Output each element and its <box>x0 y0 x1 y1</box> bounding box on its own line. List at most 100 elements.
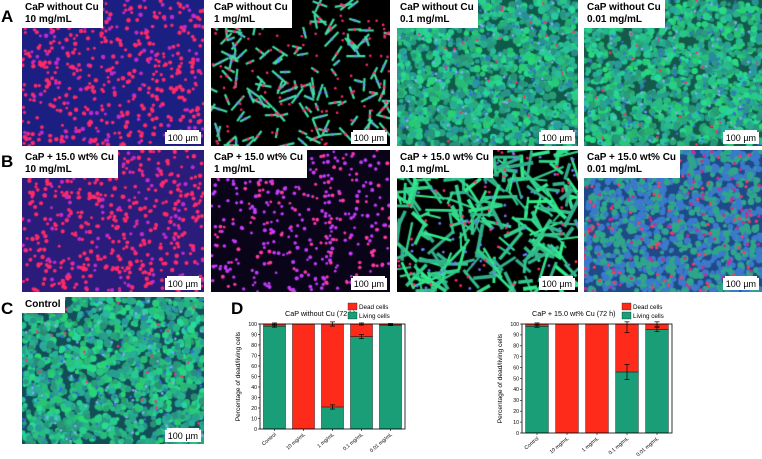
micrograph-label: CaP without Cu 1 mg/mL <box>211 0 292 28</box>
y-tick-label: 30 <box>513 398 519 404</box>
scale-bar-label: 100 µm <box>725 279 756 289</box>
bar-dead <box>292 323 315 430</box>
micrograph-title: CaP + 15.0 wt% Cu <box>400 152 490 163</box>
micrograph-concentration: 10 mg/mL <box>25 14 72 25</box>
micrograph-concentration: 0.01 mg/mL <box>587 14 643 25</box>
y-tick-label: 10 <box>251 416 257 422</box>
y-tick-label: 40 <box>513 387 519 393</box>
bar-living <box>263 325 286 430</box>
scale-bar-label: 100 µm <box>353 279 384 289</box>
bar-living <box>645 329 669 434</box>
bar-living <box>525 325 549 434</box>
x-tick-label: 0.1 mg/mL <box>608 436 631 456</box>
legend-swatch-dead <box>621 302 632 311</box>
scale-bar-label: 100 µm <box>353 133 384 143</box>
micrograph-label: CaP + 15.0 wt% Cu 1 mg/mL <box>211 150 308 178</box>
scale-bar-line <box>352 130 385 132</box>
scale-bar: 100 µm <box>164 428 201 442</box>
micrograph-a4: CaP without Cu 0.01 mg/mL 100 µm <box>584 0 762 146</box>
bar-living <box>379 324 402 430</box>
bar-living <box>615 371 639 434</box>
y-tick-label: 20 <box>513 409 519 415</box>
scale-bar: 100 µm <box>164 276 201 290</box>
x-tick-label: Control <box>261 432 278 447</box>
scale-bar: 100 µm <box>538 276 575 290</box>
micrograph-label: CaP + 15.0 wt% Cu 10 mg/mL <box>22 150 119 178</box>
chart-title: CaP + 15.0 wt% Cu (72 h) <box>532 309 616 318</box>
legend-swatch-dead <box>347 302 358 311</box>
micrograph-title: CaP without Cu <box>587 2 661 13</box>
x-tick-label: 1 mg/mL <box>316 432 335 450</box>
x-tick-label: 10 mg/mL <box>285 432 307 451</box>
x-tick-label: 0.01 mg/mL <box>369 432 394 454</box>
micrograph-c1: Control 100 µm <box>22 297 204 444</box>
scale-bar-label: 100 µm <box>725 133 756 143</box>
chart-cap-without-cu: CaP without Cu (72 h) Percentage of dead/… <box>235 302 406 454</box>
x-tick-label: 0.1 mg/mL <box>342 432 365 452</box>
y-tick-label: 70 <box>251 353 257 359</box>
scale-bar: 100 µm <box>538 130 575 144</box>
micrograph-label: CaP without Cu 10 mg/mL <box>22 0 103 28</box>
scale-bar-line <box>166 428 199 430</box>
micrograph-label: CaP + 15.0 wt% Cu 0.1 mg/mL <box>397 150 494 178</box>
micrograph-a2: CaP without Cu 1 mg/mL 100 µm <box>211 0 390 146</box>
micrograph-b2: CaP + 15.0 wt% Cu 1 mg/mL 100 µm <box>211 150 390 292</box>
micrograph-title: CaP + 15.0 wt% Cu <box>25 152 115 163</box>
y-tick-label: 20 <box>251 406 257 412</box>
bar-living <box>321 406 344 430</box>
scale-bar: 100 µm <box>722 130 759 144</box>
chart-title: CaP without Cu (72 h) <box>285 309 356 318</box>
y-axis-label: Percentage of dead/living cells <box>235 331 242 421</box>
micrograph-label: Control <box>22 297 65 313</box>
y-tick-label: 100 <box>248 322 257 328</box>
micrograph-title: CaP without Cu <box>400 2 474 13</box>
y-tick-label: 90 <box>513 333 519 339</box>
micrograph-title: CaP + 15.0 wt% Cu <box>587 152 677 163</box>
y-tick-label: 60 <box>251 364 257 370</box>
scale-bar-label: 100 µm <box>167 431 198 441</box>
scale-bar-line <box>540 276 573 278</box>
scale-bar-label: 100 µm <box>167 133 198 143</box>
scale-bar-line <box>540 130 573 132</box>
micrograph-b1: CaP + 15.0 wt% Cu 10 mg/mL 100 µm <box>22 150 204 292</box>
micrograph-label: CaP without Cu 0.1 mg/mL <box>397 0 478 28</box>
legend-label-dead: Dead cells <box>633 304 662 311</box>
micrograph-concentration: 0.1 mg/mL <box>400 14 450 25</box>
bar-living <box>350 336 373 430</box>
micrograph-a1: CaP without Cu 10 mg/mL 100 µm <box>22 0 204 146</box>
micrograph-label: CaP + 15.0 wt% Cu 0.01 mg/mL <box>584 150 681 178</box>
scale-bar: 100 µm <box>350 276 387 290</box>
micrograph-concentration: 1 mg/mL <box>214 14 256 25</box>
y-tick-label: 30 <box>251 395 257 401</box>
scale-bar-label: 100 µm <box>167 279 198 289</box>
micrograph-concentration: 1 mg/mL <box>214 164 256 175</box>
legend-label-living: Living cells <box>359 313 390 320</box>
micrograph-concentration: 0.1 mg/mL <box>400 164 450 175</box>
scale-bar-label: 100 µm <box>541 133 572 143</box>
scale-bar-label: 100 µm <box>541 279 572 289</box>
panel-letter-d: D <box>231 299 244 318</box>
micrograph-title: CaP without Cu <box>25 2 99 13</box>
micrograph-title: Control <box>25 299 61 310</box>
micrograph-cells <box>22 297 204 444</box>
x-tick-label: 1 mg/mL <box>581 436 600 454</box>
micrograph-concentration: 0.01 mg/mL <box>587 164 643 175</box>
y-axis-label: Percentage of dead/living cells <box>497 333 504 423</box>
micrograph-b4: CaP + 15.0 wt% Cu 0.01 mg/mL 100 µm <box>584 150 762 292</box>
legend-label-dead: Dead cells <box>359 304 388 311</box>
y-tick-label: 0 <box>516 431 519 437</box>
scale-bar-line <box>166 130 199 132</box>
y-tick-label: 50 <box>251 374 257 380</box>
legend-swatch-living <box>347 311 358 320</box>
scale-bar: 100 µm <box>164 130 201 144</box>
scale-bar-line <box>352 276 385 278</box>
scale-bar: 100 µm <box>722 276 759 290</box>
y-tick-label: 70 <box>513 355 519 361</box>
y-tick-label: 60 <box>513 365 519 371</box>
bar-dead <box>585 323 609 434</box>
y-tick-label: 90 <box>251 332 257 338</box>
y-tick-label: 50 <box>513 376 519 382</box>
x-tick-label: 0.01 mg/mL <box>635 436 660 458</box>
panel-letter-b: B <box>1 152 14 171</box>
micrograph-title: CaP without Cu <box>214 2 288 13</box>
